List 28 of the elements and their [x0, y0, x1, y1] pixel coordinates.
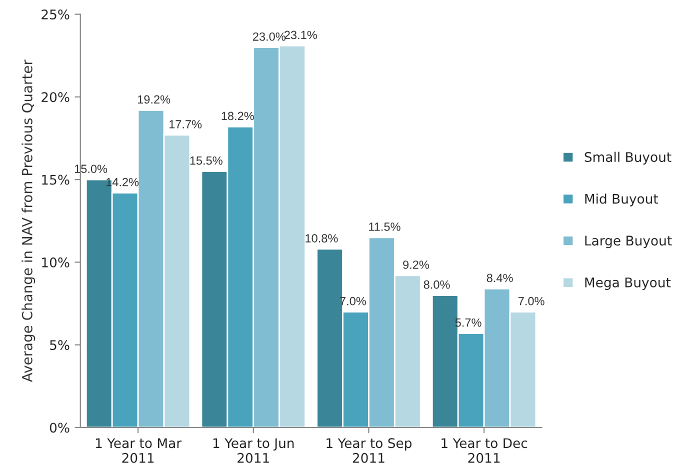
data-label: 10.8%: [306, 234, 338, 242]
data-label: 7.0%: [518, 296, 544, 306]
x-tick-label: 1 Year to Sep 2011: [326, 438, 412, 463]
data-label: 14.2%: [106, 178, 139, 186]
x-tick-label: 1 Year to Dec 2011: [442, 438, 528, 463]
data-label: 23.0%: [253, 32, 286, 41]
data-label: 18.2%: [222, 112, 254, 120]
data-label: 11.5%: [369, 222, 400, 231]
y-tick-label: 25%: [42, 9, 70, 20]
y-tick-label: 20%: [42, 92, 70, 102]
data-label: 8.0%: [424, 280, 450, 289]
y-tick-label: 10%: [42, 257, 70, 268]
y-tick-label: 0%: [50, 422, 70, 433]
data-label: 9.2%: [403, 260, 430, 269]
y-axis-title: Average Change in NAV from Previous Quarter: [22, 60, 36, 382]
legend-label: Mega Buyout: [585, 278, 671, 290]
legend-label: Large Buyout: [585, 236, 672, 248]
data-label: 15.5%: [190, 156, 222, 165]
legend-label: Mid Buyout: [585, 194, 658, 206]
data-label: 19.2%: [138, 95, 170, 104]
data-label: 8.4%: [486, 274, 513, 282]
x-tick-label: 1 Year to Mar 2011: [96, 438, 182, 463]
y-tick-label: 15%: [42, 174, 70, 185]
x-tick-label: 1 Year to Jun 2011: [213, 438, 294, 463]
data-label: 17.7%: [169, 120, 202, 128]
y-tick-label: 5%: [50, 340, 70, 350]
legend-label: Small Buyout: [584, 152, 672, 165]
data-label: 23.1%: [284, 30, 317, 40]
